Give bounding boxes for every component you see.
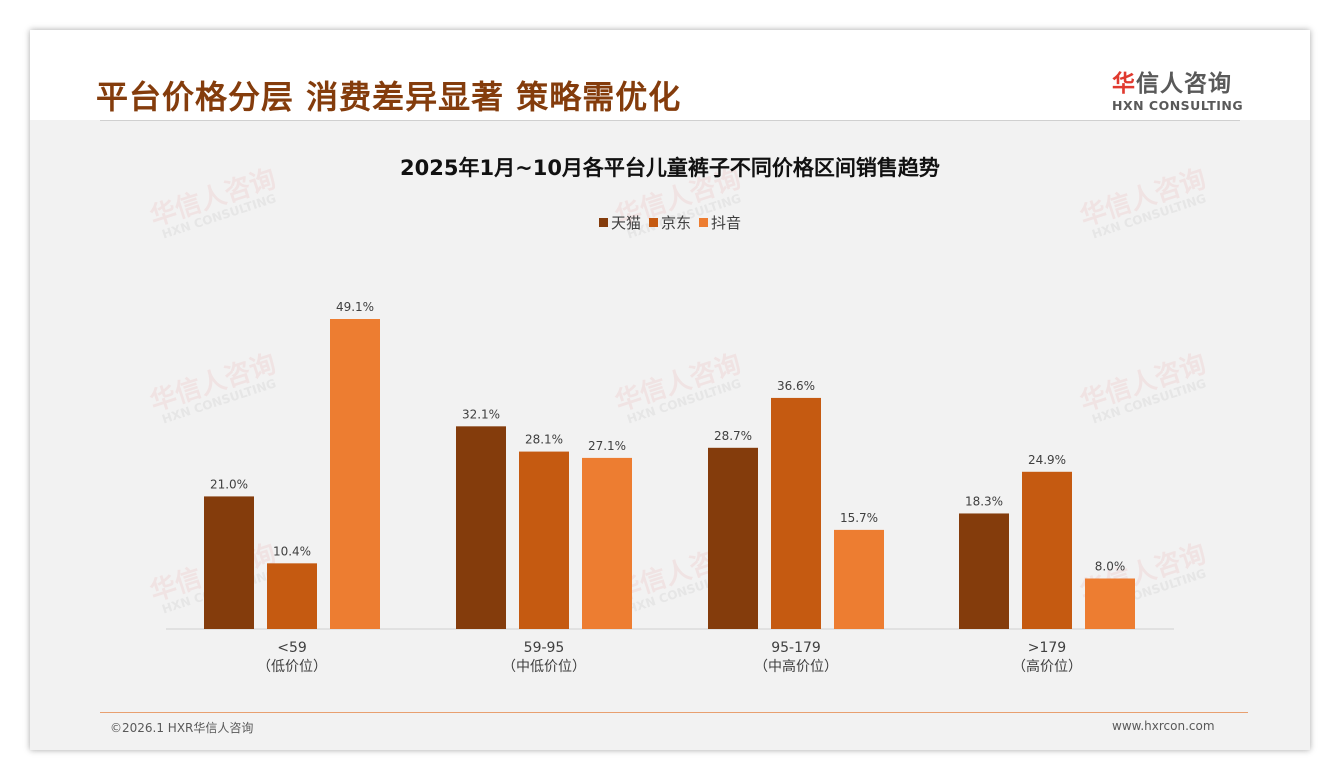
copyright: ©2026.1 HXR华信人咨询 (110, 721, 254, 735)
data-label: 24.9% (1028, 453, 1066, 467)
data-label: 8.0% (1095, 559, 1126, 573)
page-title: 平台价格分层 消费差异显著 策略需优化 (96, 78, 682, 116)
x-tick-sublabel: （中低价位） (502, 659, 586, 675)
bar (582, 457, 632, 629)
bar (1022, 471, 1072, 629)
data-label: 15.7% (840, 511, 878, 525)
bar (330, 319, 380, 629)
bar (771, 397, 821, 629)
website-url: www.hxrcon.com (1112, 719, 1215, 733)
x-tick-label: 95-179 (771, 640, 821, 656)
bar (1085, 578, 1135, 629)
bar (204, 496, 254, 629)
bar (267, 563, 317, 629)
bar (959, 513, 1009, 629)
bar (834, 529, 884, 629)
chart: 21.0% 10.4% 49.1% <59 （低价位） 32.1% 28.1% 27.1% 59… (166, 300, 1174, 675)
data-label: 32.1% (462, 407, 500, 421)
x-tick-label: 59-95 (524, 640, 565, 656)
x-tick-label: >179 (1028, 640, 1066, 656)
bar (519, 451, 569, 629)
data-label: 49.1% (336, 300, 374, 314)
data-label: 28.1% (525, 433, 563, 447)
slide: 平台价格分层 消费差异显著 策略需优化 华信人咨询 HXN CONSULTING… (30, 30, 1310, 750)
header: 平台价格分层 消费差异显著 策略需优化 华信人咨询 HXN CONSULTING (30, 30, 1310, 120)
legend-item: 抖音 (699, 212, 741, 233)
data-label: 10.4% (273, 544, 311, 558)
bar (456, 426, 506, 629)
data-label: 18.3% (965, 494, 1003, 508)
logo-cn: 信人咨询 (1136, 71, 1232, 97)
x-tick-sublabel: （高价位） (1012, 658, 1082, 675)
x-tick-label: <59 (277, 640, 307, 656)
logo-en: HXN CONSULTING (1112, 98, 1244, 113)
legend-item: 京东 (648, 212, 691, 233)
footer-divider (100, 712, 1248, 713)
bar (708, 447, 758, 629)
logo: 华信人咨询 HXN CONSULTING (1112, 64, 1243, 113)
legend: 天猫 京东 抖音 (30, 212, 1310, 233)
data-label: 27.1% (588, 439, 626, 453)
data-label: 21.0% (210, 477, 248, 491)
data-label: 36.6% (777, 379, 815, 393)
header-divider (100, 120, 1240, 121)
logo-red: 华 (1112, 71, 1136, 97)
data-label: 28.7% (714, 429, 752, 443)
x-tick-sublabel: （低价位） (257, 659, 327, 675)
x-tick-sublabel: （中高价位） (754, 658, 838, 675)
legend-item: 天猫 (598, 212, 641, 233)
chart-title: 2025年1月~10月各平台儿童裤子不同价格区间销售趋势 (400, 156, 940, 180)
